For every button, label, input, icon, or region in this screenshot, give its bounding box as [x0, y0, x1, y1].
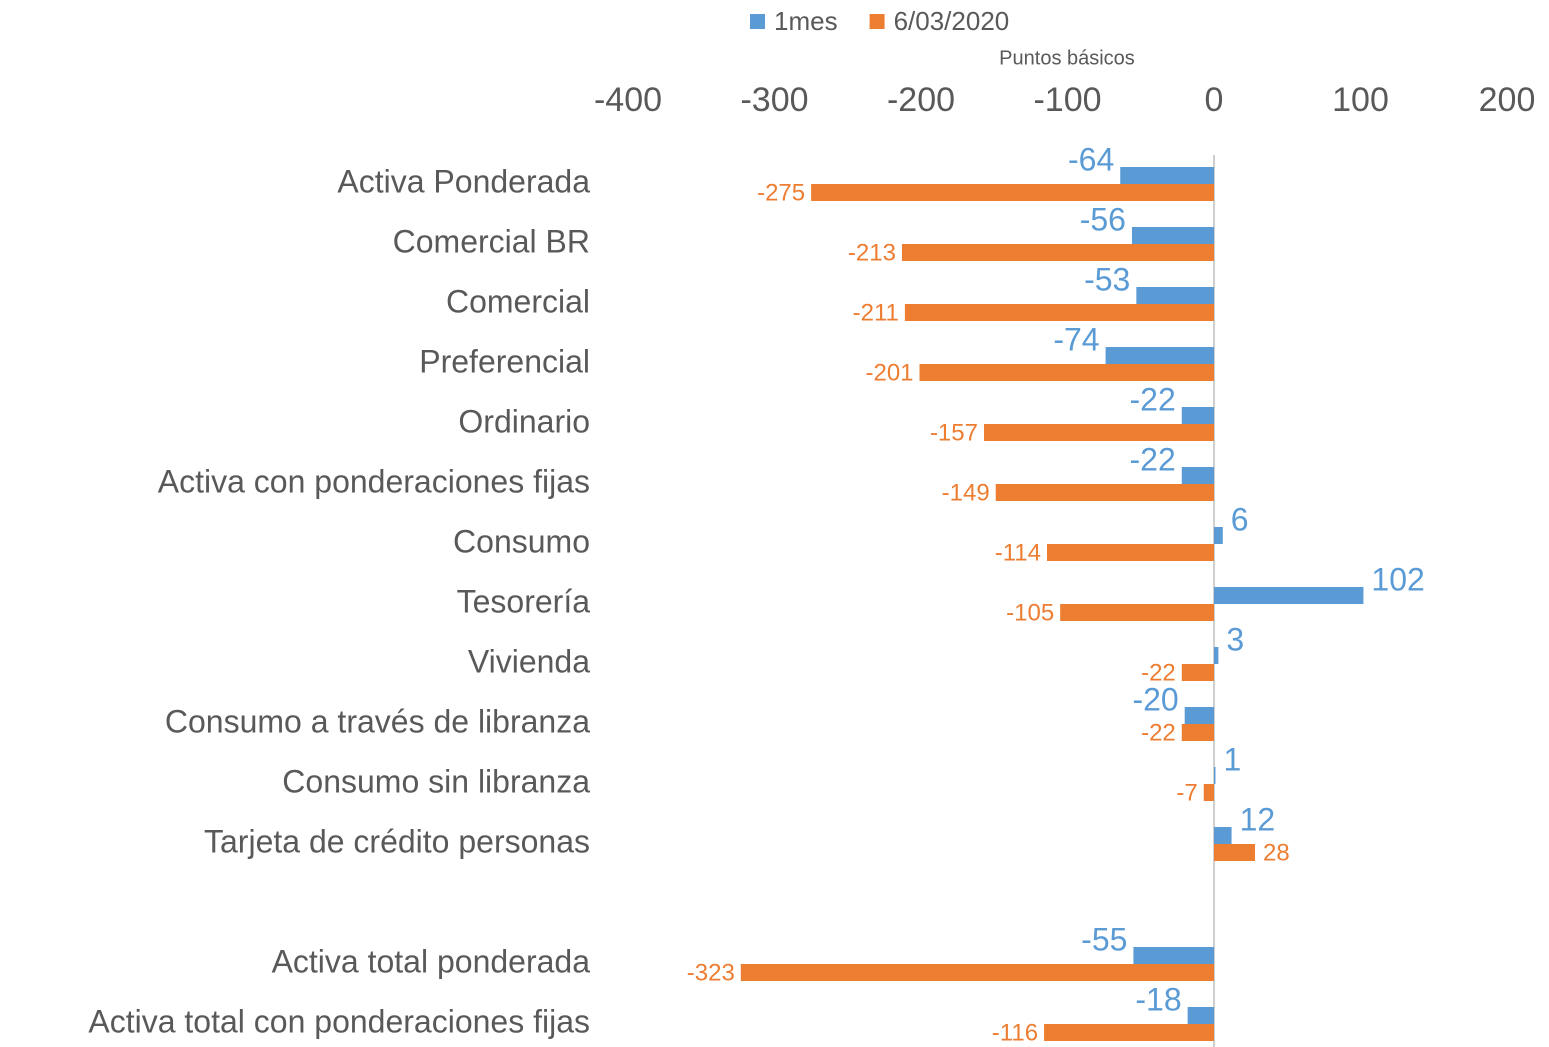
bar: [919, 364, 1214, 381]
data-label: -105: [1006, 599, 1054, 626]
category-label: Ordinario: [458, 403, 590, 439]
bar: [1214, 587, 1364, 604]
data-label: -7: [1176, 779, 1197, 806]
data-label: 3: [1226, 621, 1244, 657]
category-label: Tarjeta de crédito personas: [204, 823, 590, 859]
category-label: Preferencial: [419, 343, 590, 379]
category-label: Activa con ponderaciones fijas: [158, 463, 590, 499]
bar: [901, 244, 1214, 261]
data-label: -323: [687, 959, 735, 986]
bar: [1181, 724, 1214, 741]
bar: [904, 304, 1214, 321]
legend-label: 6/03/2020: [894, 6, 1010, 36]
bar: [1187, 1007, 1214, 1024]
data-label: -211: [853, 299, 899, 326]
x-tick-label: 200: [1479, 81, 1536, 119]
legend-swatch: [869, 14, 885, 29]
data-label: -213: [848, 239, 896, 266]
legend-label: 1mes: [774, 6, 838, 36]
data-label: -22: [1141, 659, 1176, 686]
data-label: 102: [1371, 561, 1424, 597]
data-label: -53: [1084, 261, 1130, 297]
bar: [1046, 544, 1214, 561]
bar: [1181, 467, 1214, 484]
bar: [1214, 827, 1232, 844]
data-label: -64: [1068, 141, 1114, 177]
data-label: -22: [1141, 719, 1176, 746]
category-label: Activa total con ponderaciones fijas: [88, 1003, 590, 1039]
data-label: -18: [1135, 981, 1181, 1017]
bar: [1181, 407, 1214, 424]
category-label: Comercial BR: [393, 223, 590, 259]
x-tick-label: -400: [594, 81, 662, 119]
data-label: 1: [1223, 741, 1241, 777]
x-tick-label: -300: [740, 81, 808, 119]
x-tick-label: 0: [1205, 81, 1224, 119]
bar: [1136, 287, 1214, 304]
category-label: Consumo: [453, 523, 590, 559]
bar: [1214, 527, 1223, 544]
category-label: Activa total ponderada: [272, 943, 591, 979]
data-label: -149: [942, 479, 990, 506]
bar: [995, 484, 1214, 501]
bar: [1060, 604, 1214, 621]
bar: [1105, 347, 1214, 364]
bar: [1120, 167, 1214, 184]
bar: [1214, 767, 1216, 784]
bar: [1214, 647, 1219, 664]
data-label: -22: [1130, 381, 1176, 417]
bar: [983, 424, 1214, 441]
bar: [740, 964, 1214, 981]
data-label: -55: [1081, 921, 1127, 957]
data-label: -116: [992, 1019, 1038, 1046]
bar: [1131, 227, 1214, 244]
data-label: -157: [930, 419, 978, 446]
x-tick-label: 100: [1332, 81, 1389, 119]
legend-swatch: [750, 14, 765, 29]
category-label: Comercial: [446, 283, 590, 319]
data-label: -275: [757, 179, 805, 206]
bar: [1044, 1024, 1214, 1041]
x-tick-label: -200: [887, 81, 955, 119]
bar: [1203, 784, 1214, 801]
data-label: 28: [1263, 839, 1290, 866]
data-label: 6: [1231, 501, 1249, 537]
data-label: -22: [1130, 441, 1176, 477]
data-label: 12: [1240, 801, 1276, 837]
x-tick-label: -100: [1033, 81, 1101, 119]
category-label: Vivienda: [468, 643, 590, 679]
axis-title: Puntos básicos: [999, 47, 1135, 69]
bar: [1133, 947, 1214, 964]
category-label: Activa Ponderada: [337, 163, 590, 199]
category-label: Tesorería: [457, 583, 591, 619]
bar: [1181, 664, 1214, 681]
data-label: -74: [1053, 321, 1099, 357]
data-label: -114: [995, 539, 1041, 566]
bar: [1184, 707, 1214, 724]
category-label: Consumo sin libranza: [282, 763, 590, 799]
data-label: -20: [1132, 681, 1178, 717]
data-label: -56: [1080, 201, 1126, 237]
bar: [811, 184, 1214, 201]
data-label: -201: [865, 359, 913, 386]
bar: [1214, 844, 1256, 861]
category-label: Consumo a través de libranza: [165, 703, 590, 739]
